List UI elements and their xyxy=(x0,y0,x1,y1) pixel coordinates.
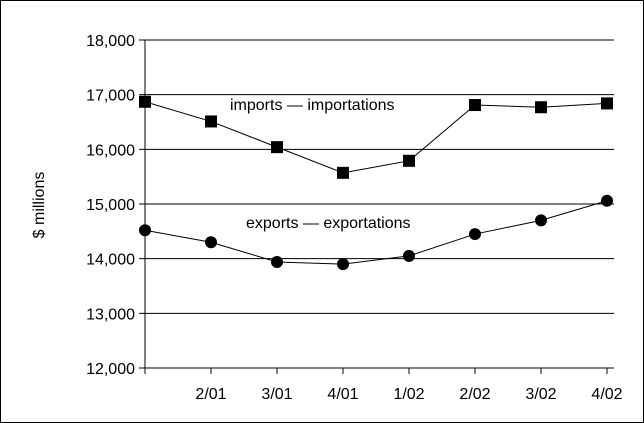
y-tick-label: 18,000 xyxy=(86,33,135,50)
x-tick-label: 3/01 xyxy=(261,386,292,403)
x-tick-label: 3/02 xyxy=(525,386,556,403)
series-group xyxy=(139,95,613,271)
imports-series-label: imports — importations xyxy=(230,97,395,114)
data-point-square xyxy=(337,166,349,179)
data-point-circle xyxy=(139,224,151,237)
y-tick-label: 13,000 xyxy=(86,306,135,323)
y-tick-label: 17,000 xyxy=(86,88,135,105)
data-point-square xyxy=(139,95,151,108)
y-axis-label: $ millions xyxy=(31,172,48,239)
x-tick-label: 4/02 xyxy=(591,386,622,403)
data-point-square xyxy=(271,141,283,154)
data-point-circle xyxy=(601,194,613,207)
data-point-circle xyxy=(469,228,481,241)
x-tick-label: 1/02 xyxy=(393,386,424,403)
data-point-square xyxy=(403,154,415,167)
data-point-circle xyxy=(271,255,283,268)
data-point-circle xyxy=(535,214,547,227)
data-point-circle xyxy=(205,236,217,249)
y-tick-label: 16,000 xyxy=(86,142,135,159)
x-tick-label: 4/01 xyxy=(327,386,358,403)
data-point-circle xyxy=(403,249,415,262)
data-point-square xyxy=(601,97,613,110)
series-line-1 xyxy=(144,200,608,265)
data-point-square xyxy=(469,99,481,112)
axes xyxy=(139,39,614,374)
tick-labels: 12,000 13,000 14,000 15,000 16,000 17,000 18,0… xyxy=(86,33,623,403)
data-point-square xyxy=(535,101,547,114)
x-tick-label: 2/01 xyxy=(195,386,226,403)
series-line-0 xyxy=(144,101,608,174)
x-tick-label: 2/02 xyxy=(459,386,490,403)
gridlines xyxy=(145,39,614,314)
y-tick-label: 14,000 xyxy=(86,252,135,269)
data-point-square xyxy=(205,115,217,128)
data-point-circle xyxy=(337,258,349,271)
y-tick-label: 12,000 xyxy=(86,361,135,378)
y-tick-label: 15,000 xyxy=(86,197,135,214)
exports-series-label: exports — exportations xyxy=(246,215,411,232)
